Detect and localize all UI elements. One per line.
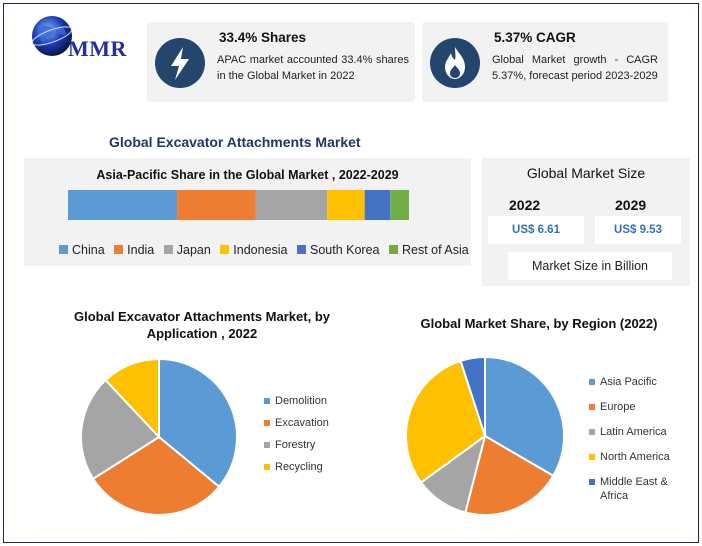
mmr-logo: MMR [24, 14, 144, 62]
bar-segment-rest-of-asia [390, 190, 409, 220]
application-pie-chart [80, 357, 238, 516]
globe-icon [31, 16, 73, 56]
pie-slice-middle-east-and-africa [459, 355, 486, 437]
legend-item-north-america: North America [589, 450, 689, 464]
bar-segment-indonesia [327, 190, 365, 220]
pie-slice-excavation [91, 435, 221, 516]
legend-item-rest-of-asia: Rest of Asia [388, 243, 469, 257]
legend-item-latin-america: Latin America [589, 425, 689, 439]
bar-segment-south-korea [364, 190, 391, 220]
region-pie-legend: Asia Pacific Europe Latin America North … [589, 375, 689, 514]
application-pie-title: Global Excavator Attachments Market, by … [74, 309, 330, 341]
shares-text: APAC market accounted 33.4% shares in th… [217, 54, 409, 82]
cagr-text: Global Market growth - CAGR 5.37%, forec… [492, 54, 658, 82]
cagr-title: 5.37% CAGR [494, 30, 576, 45]
shares-card: 33.4% Shares APAC market accounted 33.4%… [147, 22, 415, 102]
pie-slice-asia-pacific [484, 355, 565, 478]
infographic-frame: MMR 33.4% Shares APAC market accounted 3… [3, 3, 699, 543]
region-pie-chart [405, 355, 565, 516]
value-2029: US$ 9.53 [595, 216, 681, 244]
year-2022-label: 2022 [509, 197, 541, 213]
bar-segment-japan [255, 190, 328, 220]
value-2022: US$ 6.61 [488, 216, 584, 244]
market-size-unit: Market Size in Billion [508, 252, 672, 280]
shares-title: 33.4% Shares [219, 30, 307, 45]
stacked-bar-chart [68, 190, 409, 220]
application-pie-legend: Demolition Excavation Forestry Recycling [264, 394, 329, 482]
legend-item-demolition: Demolition [264, 394, 329, 408]
legend-item-middle-east-africa: Middle East & Africa [589, 475, 689, 503]
market-size-title: Global Market Size [526, 165, 646, 181]
flame-icon [430, 38, 480, 88]
year-2029-label: 2029 [615, 197, 647, 213]
bar-legend: China India Japan Indonesia South Korea … [59, 243, 475, 257]
legend-item-indonesia: Indonesia [220, 243, 288, 257]
cagr-card: 5.37% CAGR Global Market growth - CAGR 5… [422, 22, 668, 102]
logo-text: MMR [68, 36, 127, 61]
legend-item-excavation: Excavation [264, 416, 329, 430]
apac-chart-title: Asia-Pacific Share in the Global Market … [96, 168, 399, 182]
pie-slice-europe [464, 434, 555, 516]
legend-item-recycling: Recycling [264, 460, 329, 474]
legend-item-asia-pacific: Asia Pacific [589, 375, 689, 389]
lightning-icon [155, 38, 205, 88]
legend-item-europe: Europe [589, 400, 689, 414]
legend-item-japan: Japan [163, 243, 211, 257]
pie-slice-north-america [405, 359, 487, 484]
apac-share-panel: Asia-Pacific Share in the Global Market … [24, 158, 471, 266]
legend-item-forestry: Forestry [264, 438, 329, 452]
main-title: Global Excavator Attachments Market [109, 134, 361, 150]
legend-item-china: China [59, 243, 105, 257]
legend-item-india: India [114, 243, 154, 257]
market-size-panel: Global Market Size 2022 2029 US$ 6.61 US… [482, 158, 690, 286]
pie-slice-recycling [104, 357, 160, 440]
pie-slice-forestry [80, 378, 161, 481]
region-pie-title: Global Market Share, by Region (2022) [420, 316, 658, 331]
pie-slice-demolition [158, 357, 238, 489]
legend-item-south-korea: South Korea [297, 243, 380, 257]
bar-segment-india [177, 190, 256, 220]
bar-segment-china [68, 190, 178, 220]
